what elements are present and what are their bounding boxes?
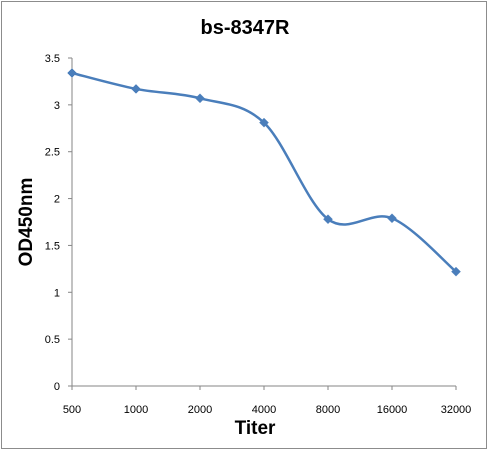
y-tick-label: 3 <box>54 100 60 112</box>
x-tick-label: 4000 <box>252 404 276 416</box>
data-point-marker <box>195 93 205 104</box>
y-tick-label: 1 <box>54 287 60 299</box>
x-tick-label: 32000 <box>441 404 472 416</box>
y-tick-label: 0 <box>54 381 60 393</box>
data-point-marker <box>451 266 461 277</box>
y-tick-label: 0.5 <box>45 334 60 346</box>
x-axis-title: Titer <box>235 418 276 439</box>
x-tick-label: 500 <box>63 404 81 416</box>
data-point-marker <box>259 117 269 128</box>
chart-title: bs-8347R <box>201 17 290 39</box>
y-tick-label: 3.5 <box>45 53 60 65</box>
y-tick-label: 2.5 <box>45 147 60 159</box>
x-tick-label: 8000 <box>316 404 340 416</box>
y-tick-label: 1.5 <box>45 240 60 252</box>
x-tick-label: 16000 <box>377 404 408 416</box>
data-point-marker <box>67 68 77 78</box>
x-tick-label: 1000 <box>124 404 148 416</box>
data-point-marker <box>323 214 333 225</box>
data-point-marker <box>131 84 141 94</box>
y-axis-title: OD450nm <box>16 178 37 267</box>
x-tick-label: 2000 <box>188 404 212 416</box>
series-line <box>71 71 457 273</box>
y-tick-label: 2 <box>54 194 60 206</box>
data-point-marker <box>387 213 397 224</box>
